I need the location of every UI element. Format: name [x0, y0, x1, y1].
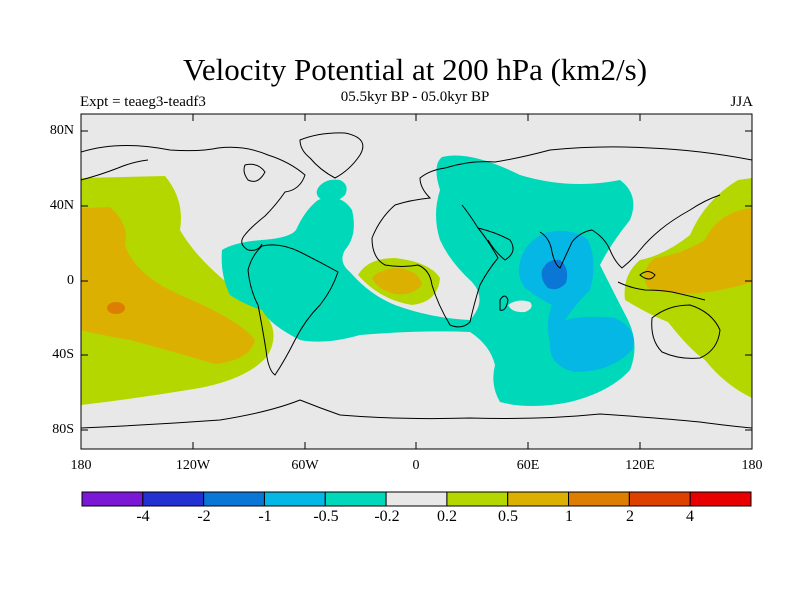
greenland-coastline [299, 132, 364, 179]
gulf-of-guinea-moderate-cell [372, 268, 422, 295]
experiment-label: Expt = teaeg3-teadf3 [80, 94, 206, 110]
colorbar-swatch [203, 491, 265, 507]
atlantic-indian-negative-region [221, 155, 635, 406]
north-atlantic-negative-patch [316, 179, 347, 202]
colorbar-label: 1 [565, 508, 573, 525]
arabia-coastline [477, 227, 514, 261]
south-america-coastline [247, 244, 339, 376]
india-coastline [539, 229, 593, 269]
cape-clear-region [508, 300, 532, 313]
season-label: JJA [730, 94, 753, 110]
colorbar-swatch [81, 491, 144, 507]
colorbar-swatch [689, 491, 752, 507]
lon-label-180e: 180 [741, 458, 763, 473]
colorbar [81, 491, 752, 507]
lon-label-180w: 180 [70, 458, 92, 473]
colorbar-label: -2 [197, 508, 211, 525]
pacific-strong-cell [107, 302, 125, 314]
colorbar-label: 0.5 [498, 508, 518, 525]
colorbar-label: 4 [686, 508, 694, 525]
southeast-asia-coastline [591, 194, 721, 269]
australia-coastline [651, 304, 721, 359]
map-subtitle: 05.5kyr BP - 05.0kyr BP [340, 89, 490, 105]
pacific-moderate-region [81, 207, 255, 364]
hudson-bay-coastline [243, 163, 266, 182]
colorbar-label: -0.2 [374, 508, 400, 525]
colorbar-swatch [628, 491, 691, 507]
lat-label-40s: 40S [52, 347, 74, 362]
colorbar-swatch [324, 491, 387, 507]
lon-label-60e: 60E [516, 458, 540, 473]
colorbar-swatch [568, 491, 630, 507]
colorbar-label: -0.5 [313, 508, 339, 525]
colorbar-swatch [385, 491, 448, 507]
colorbar-swatch [142, 491, 205, 507]
madagascar-coastline [499, 295, 509, 311]
colorbar-label: 0.2 [437, 508, 457, 525]
lon-label-120w: 120W [175, 458, 211, 473]
lon-label-60w: 60W [291, 458, 319, 473]
colorbar-swatch [263, 491, 326, 507]
lat-label-80s: 80S [52, 422, 74, 437]
europe-africa-coastline [371, 146, 752, 328]
colorbar-label: -1 [258, 508, 272, 525]
alaska-coastline [81, 159, 149, 181]
colorbar-label: -4 [136, 508, 150, 525]
lat-label-80n: 80N [49, 123, 74, 138]
colorbar-swatch [507, 491, 570, 507]
colorbar-label: 2 [626, 508, 634, 525]
map-frame [80, 113, 753, 450]
lon-label-120e: 120E [625, 458, 655, 473]
north-america-coastline [81, 145, 306, 251]
map-tick-marks [81, 114, 752, 449]
lon-label-0: 0 [412, 458, 420, 473]
map-panel [81, 114, 752, 449]
lat-label-0: 0 [67, 273, 74, 288]
west-pacific-moderate-region [644, 208, 752, 294]
map-title: Velocity Potential at 200 hPa (km2/s) [182, 52, 648, 87]
indonesia-coastline [617, 271, 706, 301]
colorbar-swatch [446, 491, 509, 507]
lat-label-40n: 40N [49, 198, 74, 213]
antarctica-coastline [81, 399, 752, 429]
